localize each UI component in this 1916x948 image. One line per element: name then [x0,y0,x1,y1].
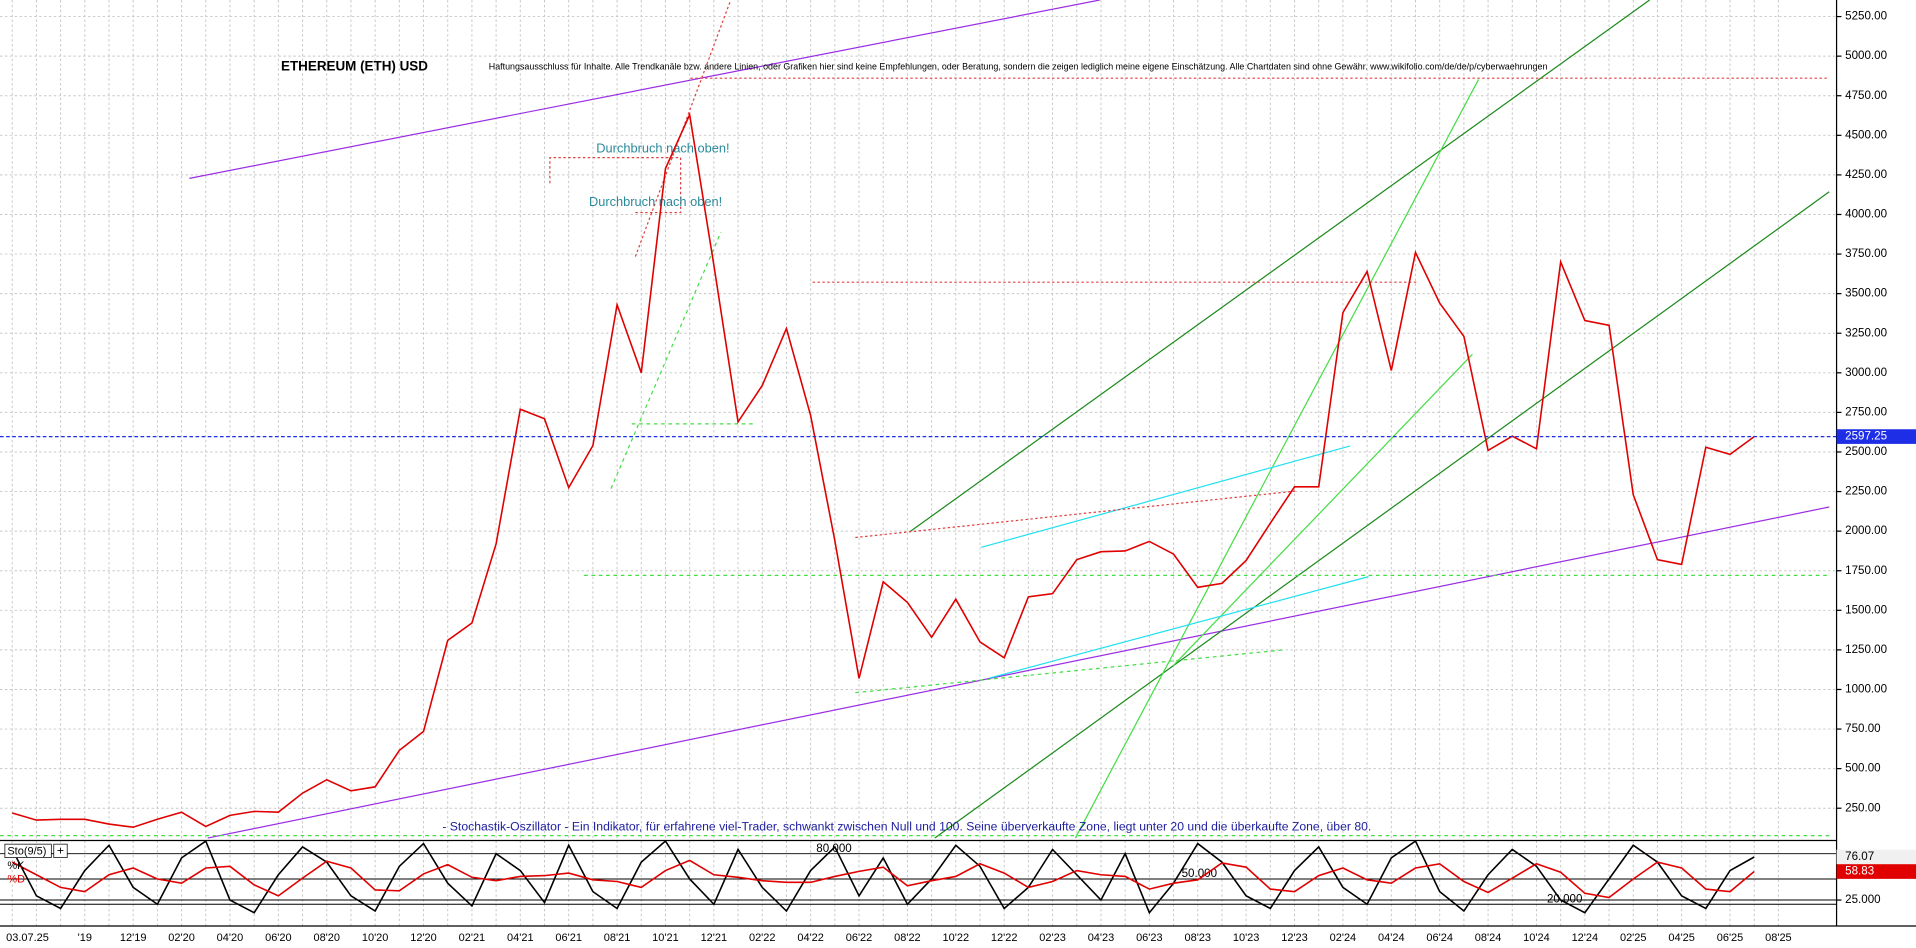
trend-line [855,649,1284,694]
x-tick-label: 12'21 [701,932,728,944]
x-tick-label: 04'24 [1378,932,1405,944]
x-tick-label: 06'20 [265,932,292,944]
x-tick-label: 10'24 [1523,932,1550,944]
x-tick-label: 08'23 [1184,932,1211,944]
resistance-line [855,490,1296,539]
y-tick-label: 750.00 [1845,722,1880,735]
expand-icon[interactable]: + [57,844,64,858]
last-price-label: 2597.25 [1845,430,1887,443]
annotation: - Stochastik-Oszillator - Ein Indikator,… [442,819,1371,833]
x-tick-label: 02'21 [459,932,486,944]
trend-line [207,506,1830,839]
x-tick-label: 08'24 [1475,932,1502,944]
x-tick-label: '19 [78,932,92,944]
x-tick-label: 06'21 [555,932,582,944]
trend-line [981,445,1351,548]
x-tick-label: 10'22 [943,932,970,944]
x-tick-label: 08'20 [313,932,340,944]
expand-button[interactable] [53,843,68,858]
trend-line [1074,79,1480,839]
annotation: Durchbruch nach oben! [596,140,729,155]
y-tick-label: 3500.00 [1845,287,1887,300]
y-tick-label: 1000.00 [1845,683,1887,696]
x-tick-label: 02'23 [1039,932,1066,944]
y-tick-label: 500.00 [1845,762,1880,775]
x-tick-label: 12'20 [410,932,437,944]
x-tick-label: 12'23 [1281,932,1308,944]
indicator-box [4,843,52,858]
trend-line [1172,353,1473,667]
level-label: 50.000 [1182,867,1217,880]
x-tick-label: 12'24 [1572,932,1599,944]
x-tick-label: 02'20 [168,932,195,944]
y-tick-label: 2250.00 [1845,485,1887,498]
y-tick-label: 2750.00 [1845,405,1887,418]
y-tick-label: 3750.00 [1845,247,1887,260]
y-tick-label: 3250.00 [1845,326,1887,339]
x-tick-label: 04'20 [217,932,244,944]
legend-entry: %K [7,860,25,872]
x-tick-label: 10'23 [1233,932,1260,944]
trend-line [610,231,722,489]
y-tick-label: 250.00 [1845,801,1880,814]
trend-lines [0,0,1830,839]
chart-title: ETHEREUM (ETH) USD [281,59,428,74]
disclaimer: Haftungsausschluss für Inhalte. Alle Tre… [489,62,1548,72]
trend-line [989,576,1369,679]
x-tick-label: 06'24 [1426,932,1453,944]
y-tick-label: 5000.00 [1845,49,1887,62]
x-tick-label: 04'23 [1088,932,1115,944]
y-tick-label: 4000.00 [1845,208,1887,221]
y-tick-label: 2000.00 [1845,524,1887,537]
last-value-label: 58.83 [1845,865,1874,878]
y-tick-label: 4500.00 [1845,128,1887,141]
legend-entry: %D [7,873,25,885]
x-tick-label: 02'24 [1330,932,1357,944]
x-tick-label: 08'21 [604,932,631,944]
last-value-box [1836,864,1916,879]
annotation: Durchbruch nach oben! [589,194,722,209]
x-tick-label: 10'21 [652,932,679,944]
breakout-box [549,156,682,214]
last-price-box [1836,429,1916,444]
x-tick-label: 08'22 [894,932,921,944]
grid [0,0,1837,927]
y-tick-label: 1750.00 [1845,564,1887,577]
last-value-label: 76.07 [1845,850,1874,863]
y-tick-label: 1500.00 [1845,603,1887,616]
series-line [11,111,1755,829]
last-value-box [1836,849,1916,865]
series-line [11,859,1755,899]
y-tick-label: 3000.00 [1845,366,1887,379]
trend-line [189,0,1100,179]
x-tick-label: 08'25 [1765,932,1792,944]
series-line [11,839,1755,915]
trend-line [934,191,1830,839]
x-tick-label: 12'22 [991,932,1018,944]
x-tick-label: 04'25 [1668,932,1695,944]
x-tick-label: 02'25 [1620,932,1647,944]
x-tick-label: 04'21 [507,932,534,944]
x-tick-label: 06'22 [846,932,873,944]
indicator-title: Sto(9/5) [7,845,46,857]
y-tick-label: 1250.00 [1845,643,1887,656]
x-tick-label: 10'20 [362,932,389,944]
x-tick-label: 06'25 [1717,932,1744,944]
x-tick-label: 04'22 [797,932,824,944]
y-tick-label: 2500.00 [1845,445,1887,458]
y-tick-label: 25.000 [1845,893,1880,906]
x-tick-label: 02'22 [749,932,776,944]
x-tick-label: 06'23 [1136,932,1163,944]
y-tick-label: 4750.00 [1845,89,1887,102]
trend-line [909,0,1650,532]
y-tick-label: 4250.00 [1845,168,1887,181]
level-label: 20.000 [1547,892,1582,905]
x-tick-label: 12'19 [120,932,147,944]
y-tick-label: 5250.00 [1845,10,1887,23]
print-date: 03.07.25 [6,932,49,944]
